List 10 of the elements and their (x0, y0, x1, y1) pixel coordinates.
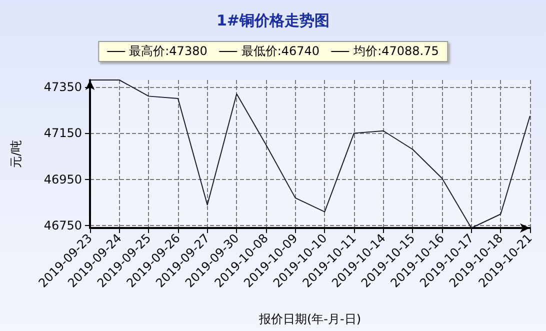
y-tick-label: 46950 (44, 172, 82, 186)
y-tick-label: 47350 (44, 80, 82, 94)
text: 最高价:47380 (129, 43, 208, 60)
chart-title: 1#铜价格走势图 (216, 12, 330, 30)
text: 最低价:46740 (241, 43, 320, 60)
x-axis-title: 报价日期(年-月-日) (258, 312, 362, 326)
y-tick-label: 47150 (44, 126, 82, 140)
text: 均价:47088.75 (354, 43, 439, 60)
y-tick-label: 46750 (44, 218, 82, 233)
y-axis-title: 元/吨 (9, 140, 23, 168)
